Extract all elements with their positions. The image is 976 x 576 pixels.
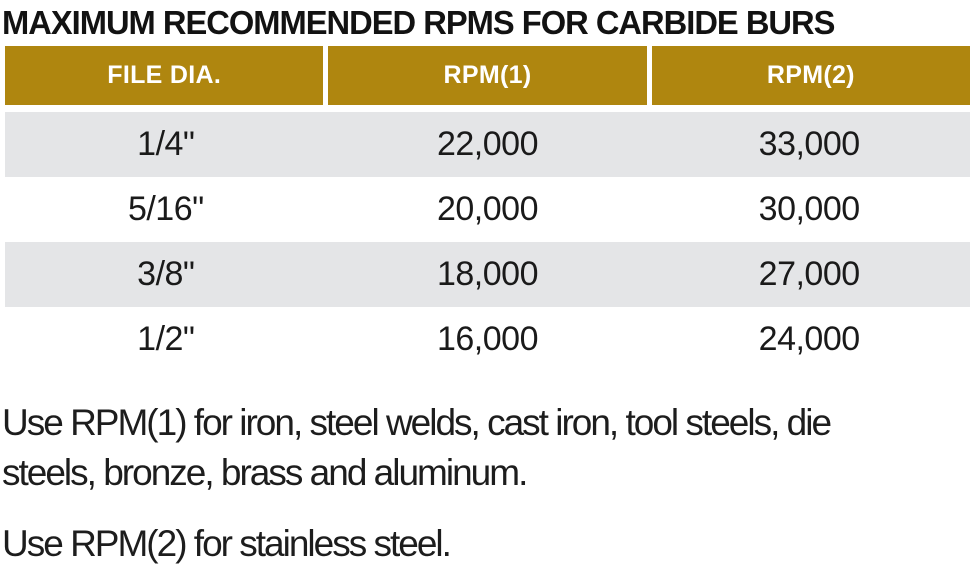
cell-file-dia: 3/8" xyxy=(137,255,195,293)
table-row: 1/4" 22,000 33,000 xyxy=(5,112,970,177)
table-row: 5/16" 20,000 30,000 xyxy=(5,177,970,242)
note-rpm2-usage: Use RPM(2) for stainless steel. xyxy=(2,523,452,564)
cell-file-dia: 1/4" xyxy=(137,125,195,163)
note-rpm1-usage: Use RPM(1) for iron, steel welds, cast i… xyxy=(2,402,832,493)
table-row: 3/8" 18,000 27,000 xyxy=(5,242,970,307)
cell-rpm1: 22,000 xyxy=(436,125,538,163)
usage-notes: Use RPM(1) for iron, steel welds, cast i… xyxy=(2,398,902,569)
column-header-file-dia: FILE DIA. xyxy=(5,46,324,105)
cell-rpm2: 27,000 xyxy=(758,255,860,293)
page-title: MAXIMUM RECOMMENDED RPMS FOR CARBIDE BUR… xyxy=(2,4,835,41)
cell-rpm1: 16,000 xyxy=(436,320,538,358)
cell-rpm2: 33,000 xyxy=(758,125,860,163)
column-header-rpm2: RPM(2) xyxy=(651,46,970,105)
rpm-table: FILE DIA. RPM(1) RPM(2) 1/4" 22,000 33,0… xyxy=(5,46,970,372)
cell-file-dia: 1/2" xyxy=(137,320,195,358)
cell-rpm1: 18,000 xyxy=(436,255,538,293)
table-header-row: FILE DIA. RPM(1) RPM(2) xyxy=(5,46,970,105)
cell-rpm1: 20,000 xyxy=(436,190,538,228)
cell-rpm2: 30,000 xyxy=(758,190,860,228)
table-row: 1/2" 16,000 24,000 xyxy=(5,307,970,372)
cell-rpm2: 24,000 xyxy=(758,320,860,358)
column-header-rpm1: RPM(1) xyxy=(328,46,647,105)
cell-file-dia: 5/16" xyxy=(127,190,204,228)
